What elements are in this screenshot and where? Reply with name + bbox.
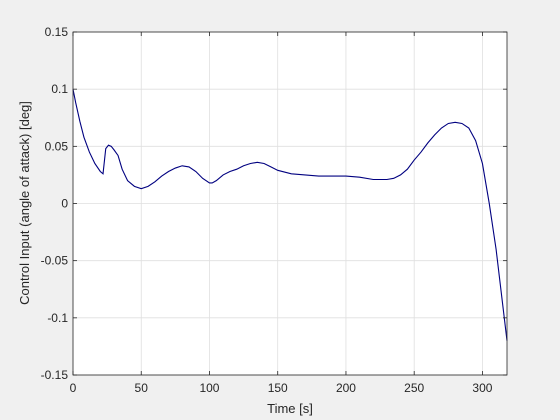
x-tick-label: 100 [199,381,219,395]
x-axis-label: Time [s] [267,401,313,416]
y-tick-label: -0.1 [47,311,68,325]
y-tick-label: 0.05 [45,139,69,153]
y-tick-label: -0.15 [41,368,69,382]
x-tick-label: 0 [70,381,77,395]
y-axis-label: Control Input (angle of attack) [deg] [17,101,32,305]
y-axis-ticks: -0.15 -0.1 -0.05 0 0.05 0.1 0.15 [41,25,507,382]
x-tick-label: 300 [472,381,492,395]
x-tick-label: 200 [336,381,356,395]
y-tick-label: 0.15 [45,25,69,39]
y-tick-label: 0 [61,197,68,211]
x-tick-label: 250 [404,381,424,395]
x-tick-label: 50 [135,381,149,395]
y-tick-label: -0.05 [41,254,69,268]
x-tick-label: 150 [268,381,288,395]
y-tick-label: 0.1 [51,82,68,96]
x-axis-ticks: 0 50 100 150 200 250 300 [70,32,493,395]
series-line [72,89,508,341]
